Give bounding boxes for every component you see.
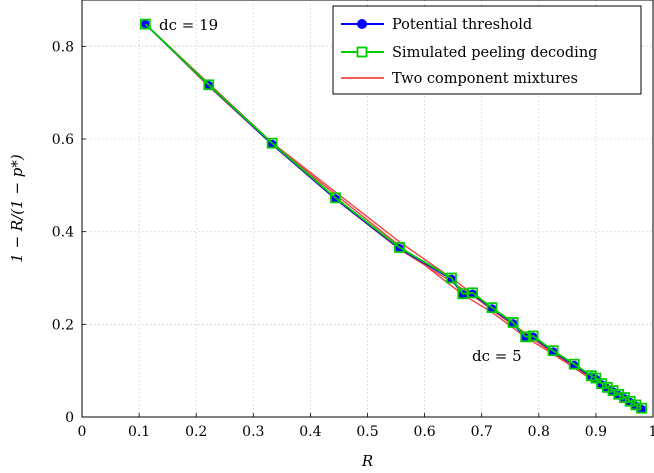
annotation-dc-5: dc = 5 [472,347,522,365]
simulated-peeling-point [527,330,539,342]
legend-entry-two-component-mixtures: Two component mixtures [341,71,578,87]
y-tick-label: 0.8 [52,39,74,55]
x-tick-label: 0.8 [528,424,550,440]
x-tick-label: 0 [78,424,87,440]
y-tick-label: 0.6 [52,132,74,148]
annotations: dc = 19 dc = 5 [159,16,522,365]
legend-box [332,5,642,95]
simulated-peeling-point [613,388,625,400]
x-tick-label: 0.9 [585,424,607,440]
simulated-peeling-point [467,287,478,299]
legend-entry-potential-threshold: Potential threshold [341,17,532,33]
x-tick-label: 0.2 [185,424,207,440]
simulated-peeling-point [520,331,532,343]
legend-label: Two component mixtures [392,71,578,87]
simulated-peeling-point [330,192,341,204]
y-axis-label: 1 − R/(1 − p*) [8,154,26,263]
x-ticks: 0 0.1 0.2 0.3 0.4 0.5 0.6 0.7 0.8 0.9 1 [78,413,654,440]
legend-entry-simulated-peeling-decoding: Simulated peeling decoding [341,45,597,61]
x-tick-label: 0.1 [128,424,150,440]
x-tick-label: 1 [649,424,654,440]
simulated-peeling-point [266,137,278,149]
series-simulated-peeling-decoding [139,18,647,414]
legend-label: Simulated peeling decoding [392,45,597,61]
potential-threshold-point [458,290,468,299]
y-tick-label: 0.4 [52,225,74,241]
simulated-peeling-point [446,272,457,284]
legend: Potential threshold Simulated peeling de… [332,5,642,95]
x-tick-label: 0.7 [471,424,493,440]
simulated-peeling-point [630,399,642,411]
simulated-peeling-point [486,302,498,314]
simulated-peeling-point [139,18,151,30]
annotation-dc-19: dc = 19 [159,16,218,34]
simulated-peeling-point [590,372,602,384]
x-tick-label: 0.4 [299,424,321,440]
x-tick-label: 0.5 [356,424,378,440]
simulated-peeling-point [547,345,559,357]
x-tick-label: 0.6 [413,424,435,440]
y-tick-label: 0 [65,410,74,426]
x-axis-label: R [361,452,373,470]
y-ticks: 0 0.2 0.4 0.6 0.8 [52,39,86,426]
simulated-peeling-point [203,79,215,91]
simulated-peeling-point [636,402,647,414]
simulated-peeling-point [568,358,580,370]
x-tick-label: 0.3 [242,424,264,440]
simulated-peeling-point [394,242,405,253]
simulated-peeling-point [601,381,613,393]
y-tick-label: 0.2 [52,317,74,333]
legend-label: Potential threshold [392,17,532,33]
simulated-peeling-point [507,317,519,328]
